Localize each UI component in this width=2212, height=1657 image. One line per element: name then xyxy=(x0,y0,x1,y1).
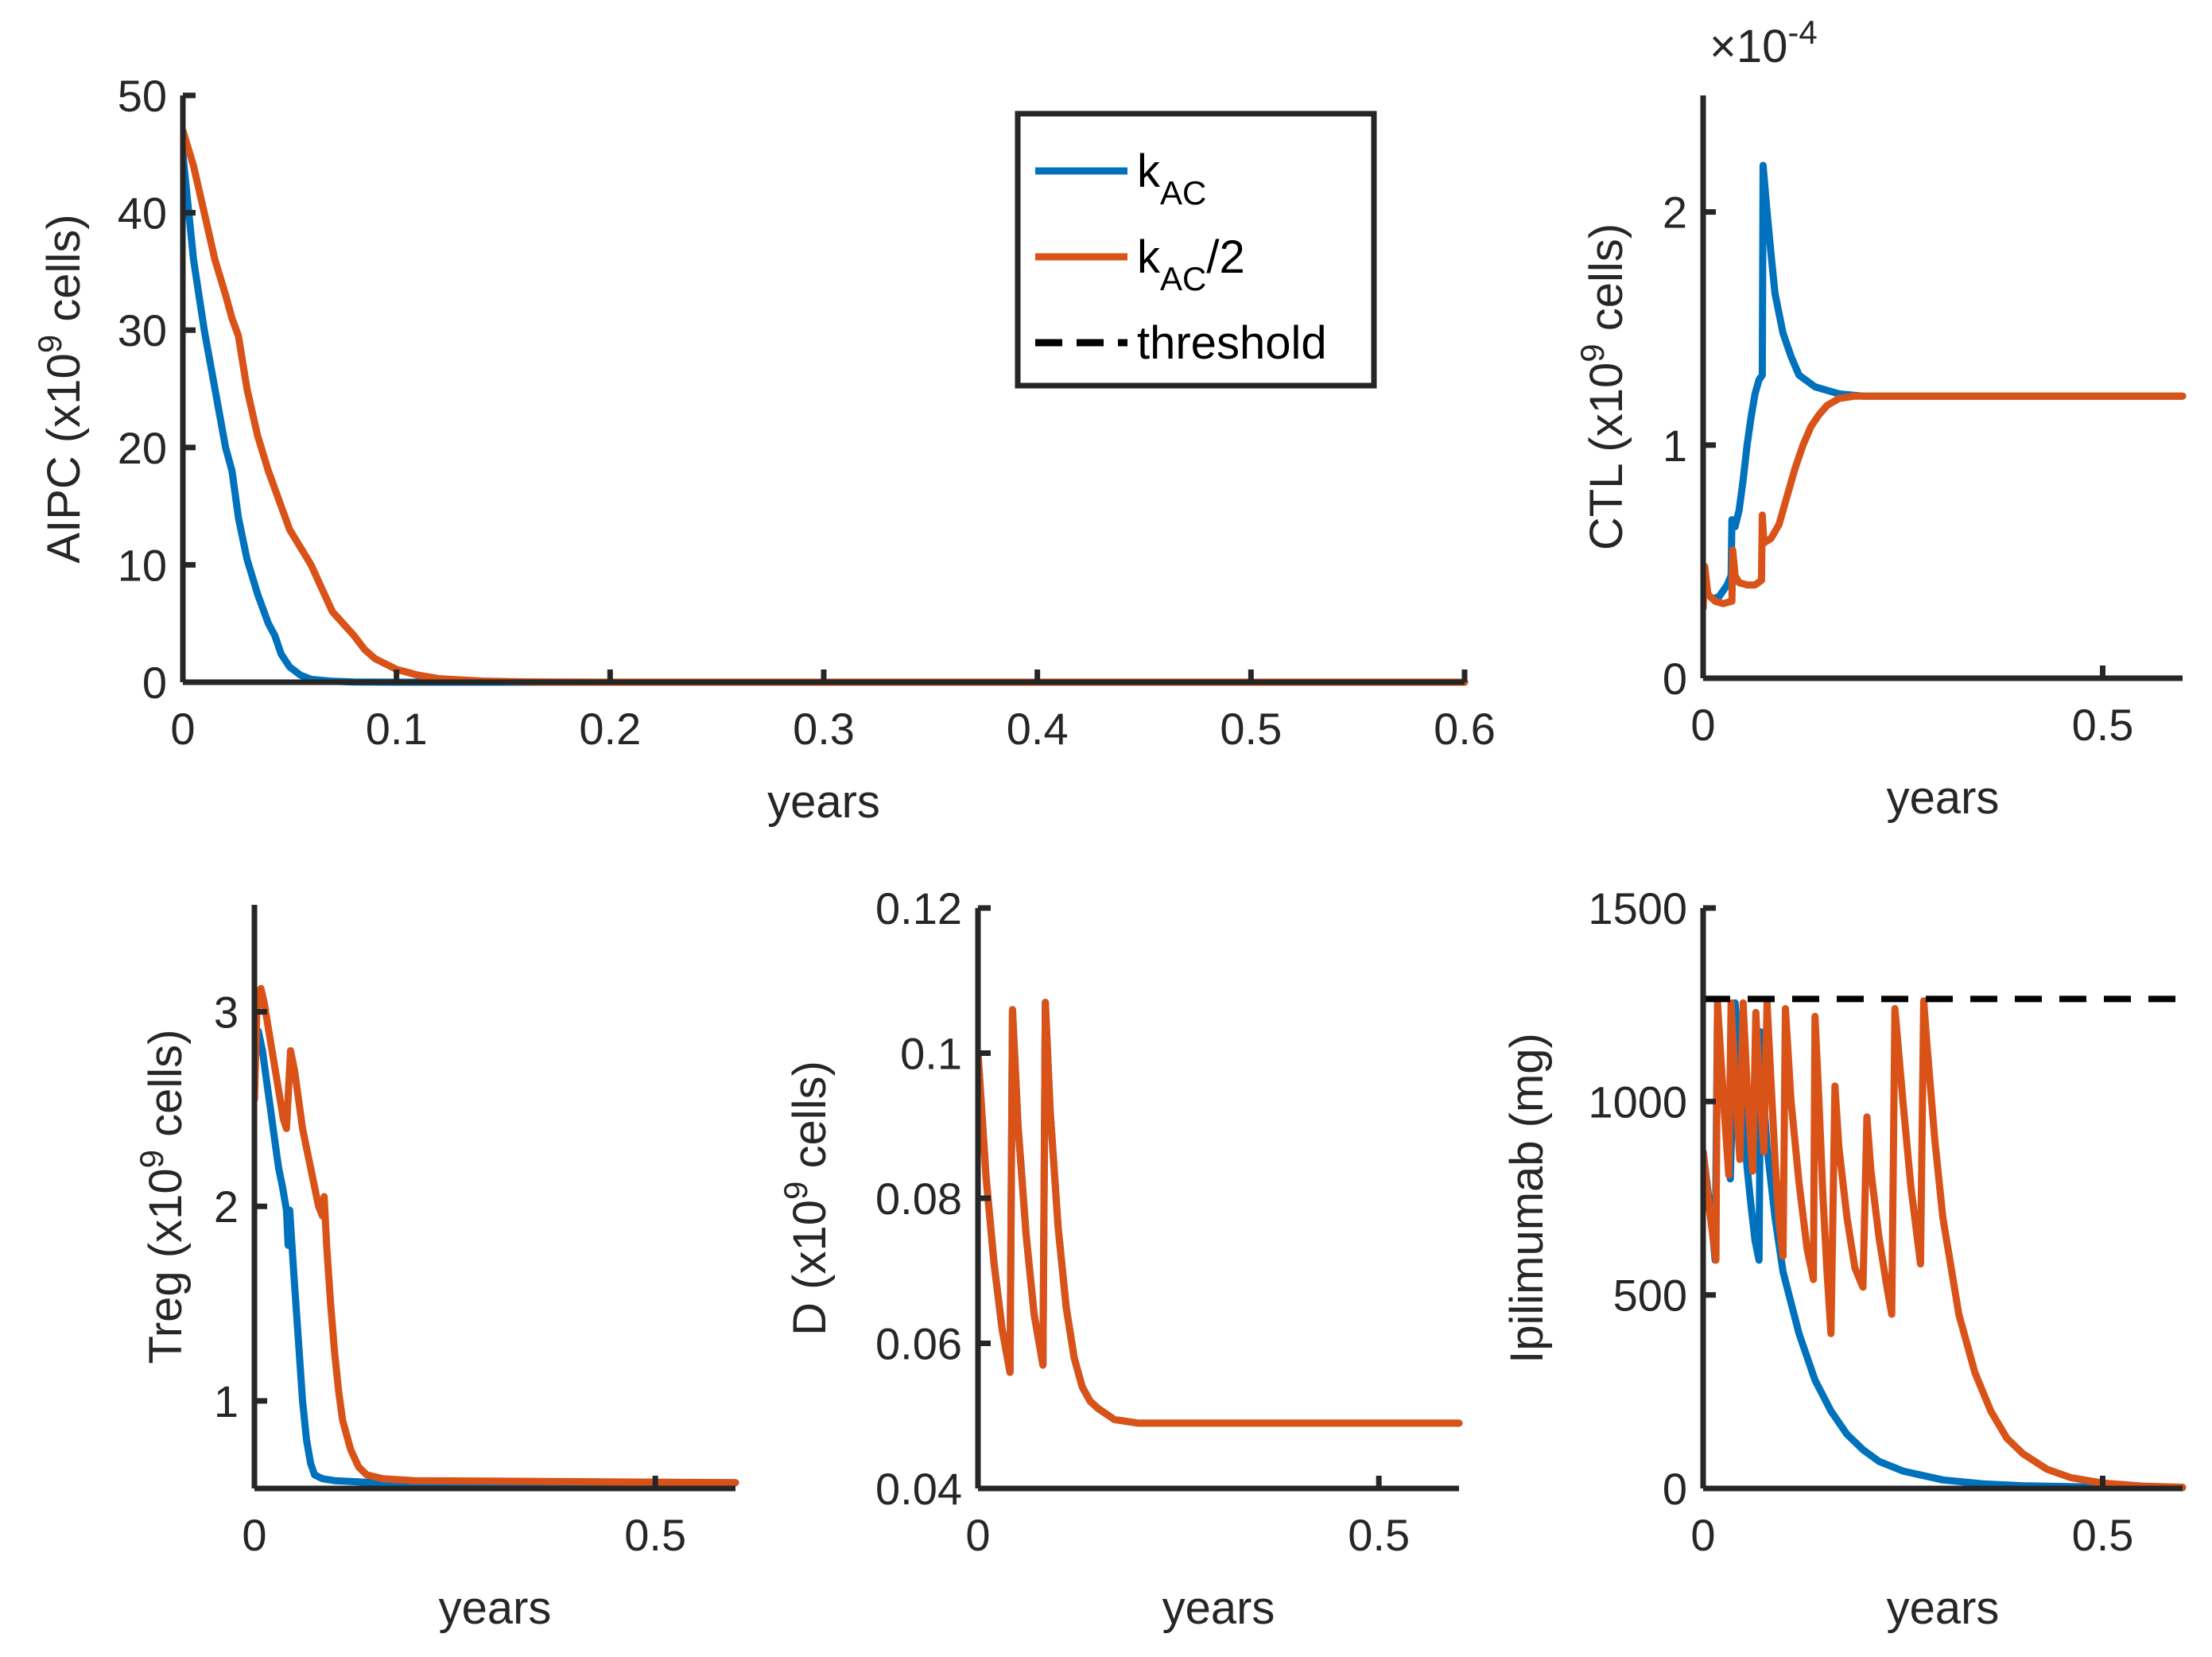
x-tick-label: 0.5 xyxy=(624,1510,686,1560)
x-tick-label: 0.5 xyxy=(2072,700,2134,750)
y-tick-label: 3 xyxy=(214,988,239,1038)
y-axis-label: CTL (x109 cells) xyxy=(1574,223,1633,550)
x-tick-label: 0.5 xyxy=(2072,1510,2134,1560)
x-tick-label: 0.5 xyxy=(1220,704,1282,754)
y-tick-label: 0.12 xyxy=(875,883,962,933)
chart-treg: 0 0.5 1 2 3 years Treg (x109 cells) xyxy=(133,905,739,1634)
x-tick-label: 0 xyxy=(170,704,195,754)
series-line-kac2 xyxy=(1703,997,2187,1491)
x-axis-label: years xyxy=(1162,1582,1275,1634)
series-line-kac xyxy=(1703,161,2187,603)
y-tick-label: 0.1 xyxy=(900,1029,962,1079)
x-axis-label: years xyxy=(439,1582,552,1634)
y-tick-label: 500 xyxy=(1613,1271,1687,1321)
y-tick-label: 1500 xyxy=(1588,883,1687,933)
x-tick-label: 0.6 xyxy=(1434,704,1496,754)
y-tick-label: 2 xyxy=(214,1182,239,1232)
x-axis-label: years xyxy=(767,776,880,828)
y-tick-label: 10 xyxy=(118,540,167,590)
legend-label-threshold: threshold xyxy=(1137,317,1327,369)
y-tick-label: 0.08 xyxy=(875,1174,962,1224)
y-tick-label: 30 xyxy=(118,305,167,355)
x-tick-label: 0 xyxy=(965,1510,990,1560)
y-axis-label: Treg (x109 cells) xyxy=(133,1030,192,1364)
y-tick-label: 0.04 xyxy=(875,1464,962,1514)
x-tick-label: 0 xyxy=(1690,700,1715,750)
x-tick-label: 0.5 xyxy=(1348,1510,1410,1560)
series-line-kac2 xyxy=(1703,392,2187,612)
series-line-kac2 xyxy=(254,984,739,1487)
axis-exponent: ×10-4 xyxy=(1709,14,1818,73)
y-axis-label: AIPC (x109 cells) xyxy=(31,214,91,563)
x-tick-label: 0.4 xyxy=(1007,704,1069,754)
series-line-kac2 xyxy=(978,999,1463,1427)
series-line-kac2 xyxy=(183,126,1469,686)
x-tick-label: 0.3 xyxy=(793,704,855,754)
chart-ipilimumab: 0 0.5 0 500 1000 1500 years Ipilimumab (mg) xyxy=(1501,883,2187,1634)
y-tick-label: 40 xyxy=(118,188,167,239)
y-tick-label: 50 xyxy=(118,71,167,121)
x-tick-label: 0 xyxy=(1690,1510,1715,1560)
y-tick-label: 0 xyxy=(1663,654,1687,704)
y-axis-label: Ipilimumab (mg) xyxy=(1501,1033,1553,1364)
legend-label-kac: kAC xyxy=(1137,146,1206,211)
legend-label-kac2: kAC/2 xyxy=(1137,231,1245,297)
x-tick-label: 0.2 xyxy=(579,704,641,754)
x-tick-label: 0 xyxy=(242,1510,266,1560)
y-tick-label: 2 xyxy=(1663,188,1687,238)
chart-ctl: 0 0.5 0 1 2 years CTL (x109 cells) ×10-4 xyxy=(1574,14,2187,824)
legend-box xyxy=(1015,111,1377,389)
y-tick-label: 0 xyxy=(142,658,167,708)
y-tick-label: 0 xyxy=(1663,1464,1687,1514)
x-axis-label: years xyxy=(1887,772,2000,824)
y-tick-label: 1000 xyxy=(1588,1077,1687,1127)
y-axis-label: D (x109 cells) xyxy=(777,1061,836,1336)
y-tick-label: 1 xyxy=(214,1376,239,1426)
x-tick-label: 0.1 xyxy=(366,704,428,754)
chart-aipc: 0 0.1 0.2 0.3 0.4 0.5 0.6 0 10 20 30 40 50 years AIPC … xyxy=(31,71,1496,828)
series-line-kac xyxy=(254,1027,739,1487)
y-tick-label: 0.06 xyxy=(875,1319,962,1369)
y-tick-label: 1 xyxy=(1663,421,1687,471)
chart-dose_d: 0 0.5 0.04 0.06 0.08 0.1 0.12 years D (x109 cell… xyxy=(777,883,1463,1634)
x-axis-label: years xyxy=(1887,1582,2000,1634)
y-tick-label: 20 xyxy=(118,423,167,473)
series-line-kac xyxy=(1703,999,2187,1492)
legend: kAC kAC/2 threshold xyxy=(1015,111,1377,389)
